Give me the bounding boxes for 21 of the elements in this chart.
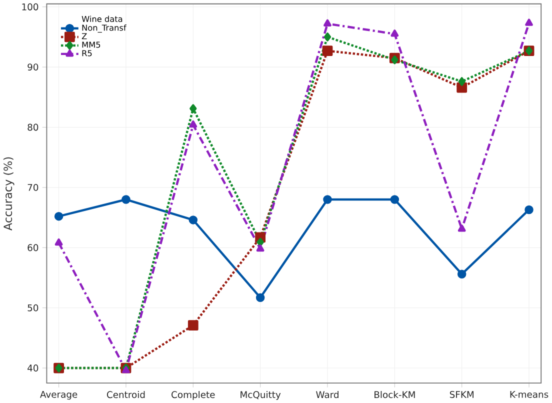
- x-tick-label: SFKM: [450, 390, 474, 398]
- y-tick-label: 90: [28, 63, 38, 70]
- y-tick-label: 100: [22, 3, 38, 10]
- legend-label: R5: [82, 50, 92, 56]
- y-tick-label: 60: [28, 244, 38, 251]
- y-tick-label: 80: [28, 124, 38, 131]
- legend-label: Non_Transf: [82, 24, 126, 32]
- x-tick-label: Ward: [316, 390, 338, 398]
- y-axis-title: Accuracy (%): [3, 157, 14, 230]
- x-tick-label: Complete: [172, 390, 215, 400]
- legend-label: Z: [82, 33, 87, 40]
- x-tick-label: Average: [40, 390, 78, 400]
- x-tick-label: Centroid: [106, 390, 145, 398]
- legend-title: Wine data: [82, 16, 122, 22]
- x-tick-label: K-means: [510, 390, 548, 398]
- y-tick-label: 40: [28, 364, 38, 372]
- x-tick-label: McQuitty: [240, 390, 281, 400]
- x-tick-label: Block-KM: [374, 390, 415, 398]
- y-tick-label: 70: [28, 184, 38, 191]
- legend-label: MM5: [82, 42, 100, 48]
- y-tick-label: 50: [28, 304, 38, 312]
